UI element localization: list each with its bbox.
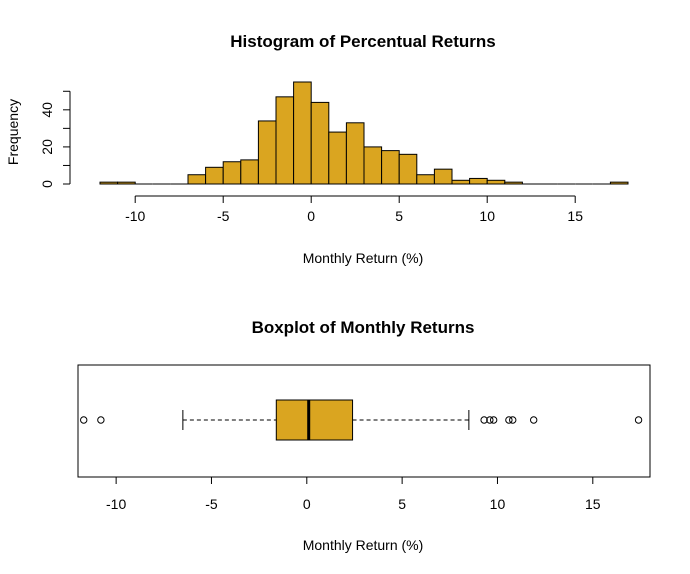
boxplot-outlier xyxy=(486,416,494,424)
histogram-bar xyxy=(257,120,277,185)
boxplot-outlier xyxy=(509,416,517,424)
boxplot-outlier xyxy=(80,416,88,424)
histogram-bar xyxy=(433,168,453,185)
histogram-x-tick-label: 5 xyxy=(395,208,403,224)
boxplot-outlier xyxy=(529,416,538,424)
boxplot-chart: Boxplot of Monthly Returns Monthly Retur… xyxy=(77,318,651,553)
histogram-bar xyxy=(240,159,259,185)
histogram-bar xyxy=(205,166,224,185)
histogram-bar xyxy=(187,174,207,185)
boxplot-x-tick-label: 15 xyxy=(585,496,601,512)
histogram-bar xyxy=(451,179,471,185)
boxplot-outlier xyxy=(505,416,513,424)
boxplot-x-axis: -10 -5 0 5 10 15 xyxy=(106,476,601,512)
histogram-bar xyxy=(328,131,347,185)
boxplot-x-tick-label: 10 xyxy=(490,496,506,512)
histogram-bar xyxy=(293,81,312,185)
histogram-title: Histogram of Percentual Returns xyxy=(230,32,495,51)
boxplot-title: Boxplot of Monthly Returns xyxy=(252,318,475,337)
histogram-bar xyxy=(504,181,523,185)
histogram-bar xyxy=(363,146,383,185)
histogram-y-axis-label: Frequency xyxy=(5,99,21,165)
boxplot-frame xyxy=(77,364,651,478)
boxplot-outlier xyxy=(480,416,488,424)
histogram-bar xyxy=(416,174,435,185)
boxplot-box xyxy=(275,399,354,441)
histogram-bar xyxy=(222,161,242,185)
histogram-chart: Histogram of Percentual Returns Monthly … xyxy=(5,32,629,266)
boxplot-x-tick-label: -5 xyxy=(205,496,218,512)
histogram-bar xyxy=(310,101,330,185)
boxplot-x-tick-label: 5 xyxy=(398,496,406,512)
histogram-bar xyxy=(117,181,136,185)
histogram-x-axis-label: Monthly Return (%) xyxy=(303,250,424,266)
histogram-bar xyxy=(609,181,629,185)
histogram-x-tick-label: 10 xyxy=(479,208,495,224)
boxplot-body xyxy=(80,399,643,441)
histogram-y-tick-label: 0 xyxy=(39,180,55,188)
boxplot-outlier xyxy=(634,416,643,424)
histogram-bar xyxy=(398,153,418,185)
histogram-x-axis: -10 -5 0 5 10 15 xyxy=(125,195,583,224)
histogram-bar xyxy=(275,96,295,185)
boxplot-outlier xyxy=(97,416,105,424)
boxplot-x-tick-label: 0 xyxy=(303,496,311,512)
histogram-x-tick-label: 15 xyxy=(567,208,583,224)
boxplot-x-axis-label: Monthly Return (%) xyxy=(303,537,424,553)
histogram-bar xyxy=(345,122,365,185)
histogram-y-tick-label: 20 xyxy=(39,139,55,155)
histogram-bar xyxy=(381,150,400,185)
histogram-y-axis: 0 20 40 xyxy=(39,90,71,188)
histogram-y-tick-label: 40 xyxy=(39,102,55,118)
histogram-x-tick-label: -10 xyxy=(125,208,145,224)
histogram-x-tick-label: 0 xyxy=(307,208,315,224)
histogram-x-tick-label: -5 xyxy=(217,208,230,224)
histogram-bars xyxy=(99,81,629,185)
histogram-bar xyxy=(99,181,119,185)
histogram-bar xyxy=(486,179,506,185)
boxplot-outlier xyxy=(489,416,498,424)
boxplot-x-tick-label: -10 xyxy=(106,496,126,512)
histogram-bar xyxy=(469,177,488,185)
